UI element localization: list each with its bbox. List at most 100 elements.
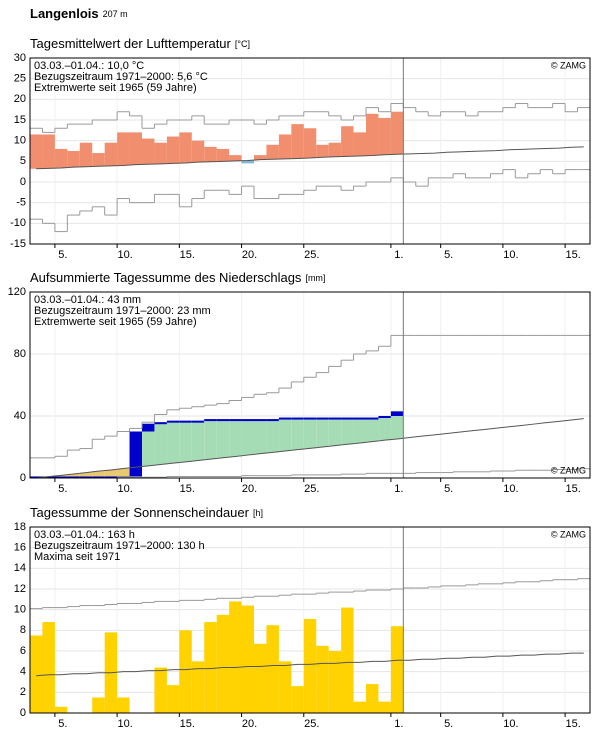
- bar: [353, 701, 366, 713]
- cumulative-area: [341, 417, 354, 445]
- anomaly-bar: [117, 132, 130, 166]
- panel-unit: [°C]: [235, 39, 250, 49]
- plot-frame: [29, 526, 591, 714]
- bar: [30, 635, 43, 713]
- daily-increment: [378, 416, 391, 418]
- cumulative-area: [104, 469, 118, 477]
- y-tick-label: 30: [14, 52, 26, 64]
- cumulative-area: [266, 419, 279, 453]
- cumulative-area: [291, 417, 304, 450]
- cumulative-area: [117, 468, 130, 477]
- anomaly-bar: [142, 138, 155, 165]
- y-tick-label: 120: [8, 286, 26, 298]
- x-tick-label: 1.: [394, 249, 403, 261]
- anomaly-bar: [254, 155, 267, 160]
- cumulative-area: [303, 417, 317, 449]
- info-line: Extremwerte seit 1965 (59 Jahre): [34, 82, 197, 94]
- info-line: Extremwerte seit 1965 (59 Jahre): [34, 316, 197, 328]
- bar: [154, 667, 167, 713]
- y-tick-label: -15: [10, 238, 26, 250]
- anomaly-bar: [241, 160, 254, 164]
- bar: [42, 622, 55, 713]
- panel-title-text: Aufsummierte Tagessumme des Niederschlag…: [30, 270, 302, 285]
- info-line: Bezugszeitraum 1971–2000: 130 h: [34, 540, 205, 552]
- daily-increment: [92, 476, 105, 479]
- cumulative-area: [179, 420, 192, 462]
- y-tick-label: 14: [14, 562, 26, 574]
- daily-increment: [254, 419, 267, 422]
- cumulative-area: [191, 420, 205, 461]
- y-tick-label: 80: [14, 348, 26, 360]
- x-tick-label: 20.: [242, 718, 257, 729]
- cumulative-area: [142, 423, 155, 466]
- panel-unit: [mm]: [305, 273, 325, 283]
- x-tick-label: 5.: [444, 718, 453, 729]
- anomaly-bar: [316, 144, 329, 158]
- bar: [117, 697, 130, 713]
- bar: [179, 630, 192, 713]
- normal-line: [36, 146, 584, 170]
- x-tick-label: 15.: [565, 718, 580, 729]
- bar: [166, 685, 180, 713]
- bar: [241, 605, 254, 713]
- info-line: Bezugszeitraum 1971–2000: 5,6 °C: [34, 71, 208, 83]
- bar: [316, 645, 329, 713]
- bar: [191, 661, 205, 713]
- anomaly-bar: [42, 134, 55, 169]
- y-tick-label: 10: [14, 135, 26, 147]
- y-tick-label: -10: [10, 217, 26, 229]
- bar: [54, 706, 68, 713]
- x-tick-label: 20.: [242, 483, 257, 495]
- bar: [366, 684, 379, 713]
- anomaly-bar: [229, 155, 242, 161]
- anomaly-bar: [129, 132, 142, 165]
- y-tick-label: 25: [14, 73, 26, 85]
- x-tick-label: 10.: [503, 483, 518, 495]
- bar: [92, 697, 105, 713]
- y-tick-label: 0: [20, 176, 26, 188]
- cumulative-area: [328, 417, 342, 446]
- cumulative-area: [67, 473, 80, 477]
- daily-increment: [129, 431, 142, 477]
- x-tick-label: 10.: [117, 483, 132, 495]
- cumulative-area: [378, 416, 391, 441]
- info-line: 03.03.–01.04.: 10,0 °C: [34, 60, 144, 72]
- panel-title: Tagesmittelwert der Lufttemperatur [°C]: [30, 36, 250, 51]
- cumulative-area: [390, 411, 404, 439]
- plot-frame: [29, 291, 591, 479]
- bar: [291, 686, 304, 713]
- x-tick-label: 5.: [444, 249, 453, 261]
- anomaly-bar: [278, 134, 292, 159]
- panel-unit: [h]: [253, 508, 263, 518]
- anomaly-bar: [390, 111, 404, 155]
- normal-line: [36, 418, 584, 479]
- cumulative-area: [166, 420, 180, 464]
- bar: [204, 622, 217, 713]
- y-tick-label: -5: [16, 197, 26, 209]
- y-tick-label: 16: [14, 542, 26, 554]
- anomaly-bar: [92, 153, 105, 167]
- daily-increment: [142, 423, 155, 432]
- anomaly-bar: [166, 136, 180, 164]
- x-tick-label: 25.: [304, 718, 319, 729]
- cumulative-area: [92, 471, 105, 477]
- normal-line: [36, 652, 584, 677]
- credit: © ZAMG: [551, 60, 586, 70]
- anomaly-bar: [353, 132, 366, 156]
- cumulative-area: [79, 472, 93, 477]
- cumulative-area: [254, 419, 267, 454]
- panel-title: Aufsummierte Tagessumme des Niederschlag…: [30, 270, 325, 285]
- credit: © ZAMG: [551, 465, 586, 475]
- daily-increment: [179, 420, 192, 423]
- daily-increment: [229, 419, 242, 422]
- daily-increment: [266, 419, 279, 422]
- x-tick-label: 15.: [180, 249, 195, 261]
- cumulative-area: [204, 419, 217, 460]
- anomaly-bar: [328, 142, 342, 157]
- anomaly-bar: [104, 142, 118, 166]
- anomaly-bar: [67, 151, 80, 168]
- bar: [266, 625, 279, 713]
- x-tick-label: 1.: [394, 718, 403, 729]
- daily-increment: [390, 411, 404, 416]
